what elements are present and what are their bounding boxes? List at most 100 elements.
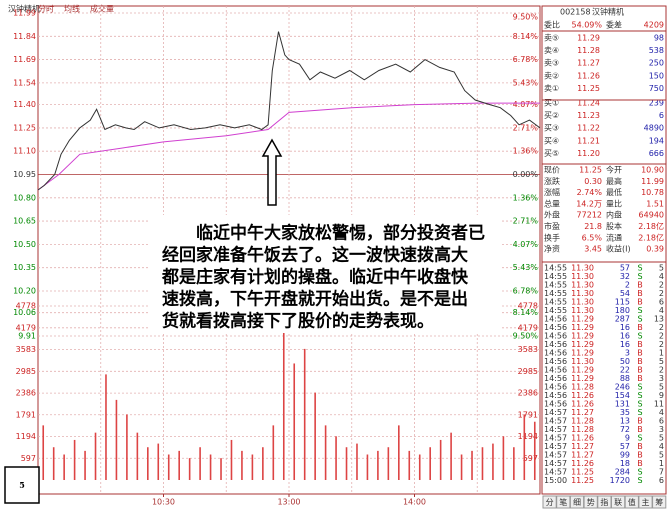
pct-label: 2.71% xyxy=(513,123,539,132)
trade-price: 11.30 xyxy=(571,272,594,281)
quote-label: 换手 xyxy=(544,232,560,242)
trade-price: 11.30 xyxy=(571,281,594,290)
trade-price: 11.29 xyxy=(571,315,594,324)
trade-price: 11.27 xyxy=(571,408,594,417)
price-tick-label: 10.95 xyxy=(13,170,36,179)
annotation-line: 货就看拨高接下了股价的走势表现。 xyxy=(162,311,434,332)
annotation-line: 临近中午大家放松警惕，部分投资者已 xyxy=(196,223,485,244)
book-label: 卖③ xyxy=(544,59,559,68)
price-tick-label: 11.69 xyxy=(13,55,36,64)
book-label: 卖⑤ xyxy=(544,34,559,43)
trade-price: 11.30 xyxy=(571,264,594,273)
trade-side: S xyxy=(637,272,642,281)
volume-bar xyxy=(492,443,494,480)
volume-bar xyxy=(178,450,180,480)
trade-volume: 88 xyxy=(620,374,630,383)
trade-time: 14:57 xyxy=(544,425,567,434)
price-tick-label: 10.50 xyxy=(13,240,36,249)
tab-label[interactable]: 笔 xyxy=(559,497,567,507)
pct-label: 4.07% xyxy=(513,240,539,249)
volume-bar xyxy=(52,447,55,480)
annotation-box xyxy=(150,215,502,333)
trade-volume: 3 xyxy=(625,349,630,358)
tab-label[interactable]: 分 xyxy=(546,498,554,507)
trade-time: 14:57 xyxy=(544,442,567,451)
trade-count: 1 xyxy=(659,349,664,358)
trade-time: 14:56 xyxy=(544,340,567,349)
quote-value: 2.74% xyxy=(577,188,603,197)
volume-bar xyxy=(42,425,45,480)
tab-label[interactable]: 主 xyxy=(642,497,650,507)
trade-volume: 16 xyxy=(620,323,630,332)
trade-side: B xyxy=(637,357,643,366)
trade-side: B xyxy=(637,366,643,375)
trade-volume: 131 xyxy=(615,400,630,409)
trade-time: 14:56 xyxy=(544,349,567,358)
trade-volume: 2 xyxy=(625,281,630,290)
trade-count: 13 xyxy=(654,315,664,324)
annotation-line: 速拨高，下午开盘就开始出货。是不是出 xyxy=(162,289,468,310)
volume-bar xyxy=(398,425,400,480)
tab[interactable] xyxy=(652,495,667,509)
trade-time: 14:56 xyxy=(544,391,567,400)
trade-time: 14:57 xyxy=(544,417,567,426)
trade-time: 14:55 xyxy=(544,289,567,298)
pct-label: 1.36% xyxy=(513,147,539,156)
volume-bar xyxy=(523,414,526,480)
avg-line xyxy=(37,102,540,191)
trade-count: 2 xyxy=(659,340,664,349)
volume-bar xyxy=(220,458,222,480)
volume-bar xyxy=(230,439,233,480)
book-volume: 4890 xyxy=(644,124,664,133)
trade-count: 1 xyxy=(659,459,664,468)
book-label: 买② xyxy=(544,111,559,120)
vol-tick-label-right: 2985 xyxy=(518,367,538,376)
volume-bar xyxy=(377,450,379,480)
trade-side: B xyxy=(637,298,643,307)
quote-value: 11.25 xyxy=(579,166,602,175)
pct-label: 1.36% xyxy=(513,193,539,202)
trade-price: 11.29 xyxy=(571,323,594,332)
vol-tick-label: 4179 xyxy=(16,323,36,332)
volume-bar xyxy=(209,454,212,480)
volume-bar xyxy=(408,450,411,480)
trade-count: 4 xyxy=(659,306,664,315)
trade-count: 4 xyxy=(659,408,664,417)
volume-bar xyxy=(513,447,515,480)
volume-bar xyxy=(188,458,191,480)
vol-tick-label: 3583 xyxy=(16,345,36,354)
volume-bar xyxy=(345,447,348,480)
price-tick-label: 11.40 xyxy=(13,100,36,109)
quote-label: 现价 xyxy=(544,166,560,175)
volume-bar xyxy=(105,374,107,480)
stock-code: 002158 xyxy=(560,8,591,17)
volume-bar xyxy=(335,436,337,480)
annotation-line: 都是庄家有计划的操盘。临近中午收盘快 xyxy=(161,267,469,288)
vol-tick-label-right: 4778 xyxy=(518,302,538,311)
trade-side: S xyxy=(637,332,642,341)
trade-time: 14:55 xyxy=(544,264,567,273)
price-tick-label: 9.91 xyxy=(18,332,36,341)
tab-label[interactable]: 细 xyxy=(573,497,581,507)
quote-label: 最高 xyxy=(606,176,622,186)
quote-value: 4209 xyxy=(644,21,664,30)
tab-label[interactable]: 联 xyxy=(614,498,622,507)
price-tick-label: 10.80 xyxy=(13,193,36,202)
book-volume: 750 xyxy=(649,84,664,93)
trade-price: 11.26 xyxy=(571,459,594,468)
book-price: 11.28 xyxy=(577,46,600,55)
quote-value: 11.99 xyxy=(641,177,664,186)
trade-side: S xyxy=(637,315,642,324)
tab-label[interactable]: 势 xyxy=(587,497,595,507)
vol-tick-label: 597 xyxy=(21,454,36,463)
quote-label: 流通 xyxy=(606,232,622,242)
volume-bar xyxy=(136,432,139,480)
tab-label[interactable]: 值 xyxy=(628,497,636,507)
tab-label[interactable]: 指 xyxy=(600,497,608,507)
trade-price: 11.30 xyxy=(571,289,594,298)
volume-bar xyxy=(115,399,118,480)
book-label: 卖① xyxy=(544,84,559,93)
trade-time: 14:56 xyxy=(544,315,567,324)
book-price: 11.25 xyxy=(577,84,600,93)
tab-label[interactable]: 筹 xyxy=(655,497,663,507)
